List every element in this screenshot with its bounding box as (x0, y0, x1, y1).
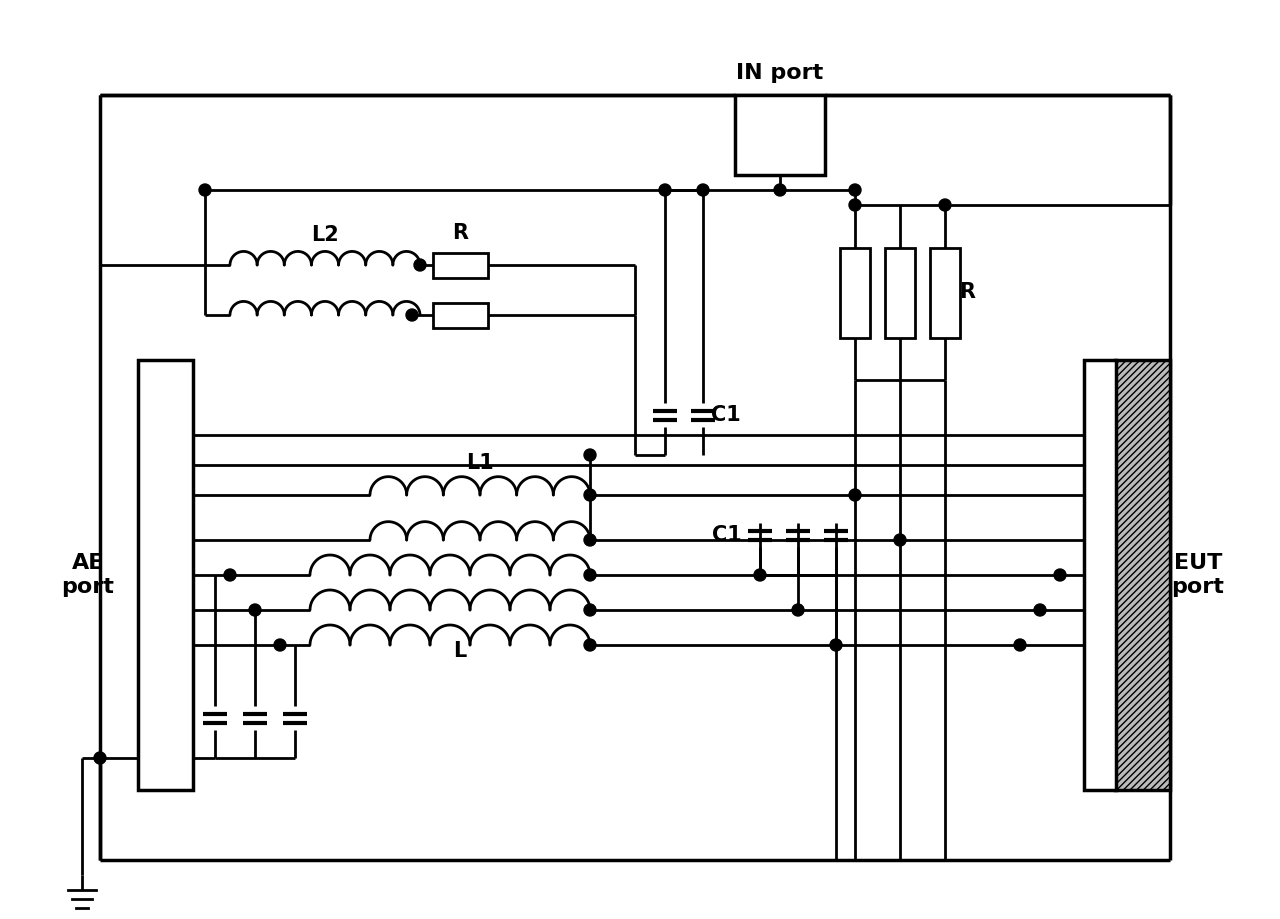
Circle shape (413, 259, 426, 271)
Circle shape (849, 489, 861, 501)
Bar (137, 360, 192, 790)
Text: EUT
port: EUT port (1171, 553, 1225, 596)
Bar (931, 247, 960, 337)
Text: R: R (959, 282, 975, 302)
Text: AE
port: AE port (61, 553, 114, 596)
Circle shape (849, 199, 861, 211)
Circle shape (774, 184, 786, 196)
Circle shape (1034, 604, 1046, 616)
Circle shape (698, 184, 709, 196)
Text: L: L (453, 641, 467, 661)
Circle shape (274, 639, 285, 651)
Text: C1: C1 (712, 525, 742, 545)
Circle shape (93, 752, 106, 764)
Bar (1115, 360, 1170, 790)
Text: IN port: IN port (736, 63, 823, 83)
Circle shape (893, 534, 906, 546)
Circle shape (1053, 569, 1066, 581)
Circle shape (584, 569, 596, 581)
Circle shape (829, 639, 842, 651)
Circle shape (849, 184, 861, 196)
Bar (840, 247, 870, 337)
Circle shape (659, 184, 671, 196)
Circle shape (1014, 639, 1027, 651)
Text: C1: C1 (710, 405, 741, 425)
Bar (884, 247, 915, 337)
Text: L1: L1 (466, 453, 494, 473)
Bar (735, 95, 826, 175)
Circle shape (406, 309, 419, 321)
Bar (433, 302, 488, 327)
Circle shape (584, 449, 596, 461)
Circle shape (584, 534, 596, 546)
Circle shape (250, 604, 261, 616)
Circle shape (224, 569, 236, 581)
Bar (433, 253, 488, 278)
Text: L2: L2 (311, 225, 339, 245)
Circle shape (584, 489, 596, 501)
Circle shape (940, 199, 951, 211)
Circle shape (792, 604, 804, 616)
Circle shape (584, 604, 596, 616)
Text: R: R (452, 223, 468, 243)
Circle shape (754, 569, 765, 581)
Bar (1084, 360, 1116, 790)
Circle shape (584, 639, 596, 651)
Circle shape (198, 184, 211, 196)
